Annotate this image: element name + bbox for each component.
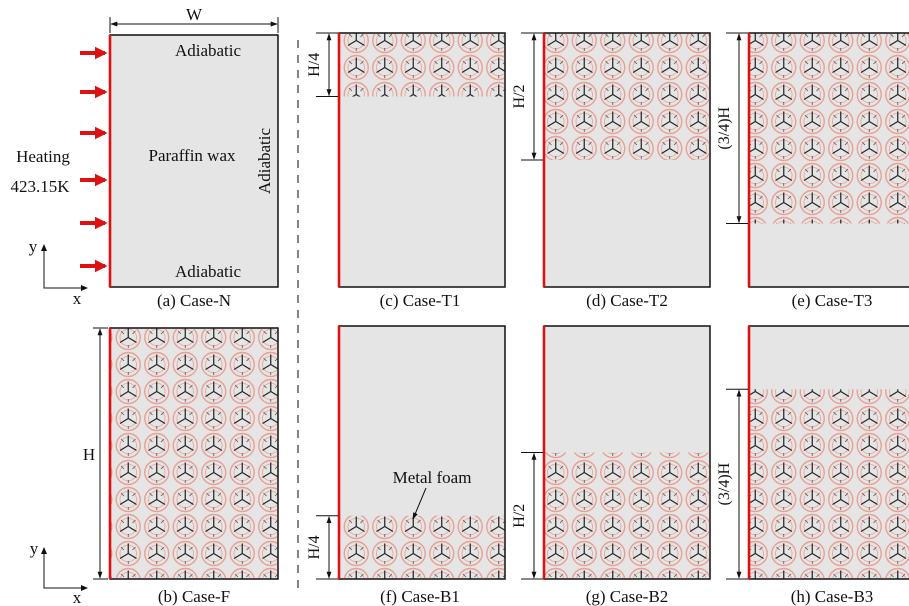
panel-case-t2: H/2 (d) Case-T2 (511, 32, 711, 310)
case-t2-caption: (d) Case-T2 (586, 291, 668, 310)
case-b2-metal-foam (544, 452, 710, 579)
case-n-right-boundary-label: Adiabatic (255, 128, 274, 195)
case-b1-metal-foam (339, 515, 505, 579)
metal-foam-leader (412, 487, 427, 520)
panel-case-b3: (3/4)H (h) Case-B3 (716, 325, 909, 606)
case-f-axes-lines (43, 553, 82, 589)
case-t2-metal-foam (544, 33, 710, 160)
case-n-x-axis-arrowhead (81, 285, 88, 291)
case-b1-dim-label: H/4 (306, 535, 323, 559)
case-t2-dim-label: H/2 (511, 85, 528, 109)
case-t3-caption: (e) Case-T3 (792, 291, 873, 310)
case-b3-caption: (h) Case-B3 (791, 587, 874, 606)
case-t3-dim-label: (3/4)H (716, 106, 733, 149)
case-b2-dim-label: H/2 (511, 504, 528, 528)
case-f-height-label: H (83, 445, 95, 464)
case-n-width-label: W (186, 5, 203, 24)
case-n-material-label: Paraffin wax (148, 146, 236, 165)
case-n-caption: (a) Case-N (157, 291, 231, 310)
case-f-x-axis-label: x (73, 588, 82, 606)
case-f-x-axis-arrowhead (81, 585, 88, 591)
case-b2-caption: (g) Case-B2 (586, 587, 669, 606)
case-n-axes-lines (43, 250, 82, 289)
case-n-y-axis-arrowhead (41, 244, 47, 251)
panel-case-b2: H/2 (g) Case-B2 (511, 325, 711, 606)
case-t1-dim-label: H/4 (306, 53, 323, 77)
case-f-y-axis-arrowhead (41, 547, 47, 554)
case-f-caption: (b) Case-F (158, 587, 230, 606)
case-b3-metal-foam (749, 389, 909, 579)
heating-label: Heating (16, 147, 70, 166)
case-b1-caption: (f) Case-B1 (380, 587, 460, 606)
case-f-y-axis-label: y (30, 539, 39, 558)
heating-arrows (80, 46, 108, 273)
panel-case-t1: H/4 (c) Case-T1 (306, 32, 506, 310)
case-n-x-axis-label: x (73, 289, 82, 308)
panel-case-t3: (3/4)H (e) Case-T3 (716, 32, 909, 310)
panel-case-n: W Adiabatic Paraffin wax Adiabatic Adiab… (10, 5, 279, 310)
case-n-bottom-boundary-label: Adiabatic (175, 262, 242, 281)
case-t3-metal-foam (749, 33, 909, 224)
panel-case-b1: H/4 Metal foam (f) Case-B1 (306, 325, 506, 606)
case-n-top-boundary-label: Adiabatic (175, 41, 242, 60)
panel-case-f: H y x (b) Case-F (30, 327, 279, 606)
case-f-metal-foam (110, 328, 278, 579)
case-t1-caption: (c) Case-T1 (380, 291, 461, 310)
case-n-axes: y x (29, 237, 88, 308)
case-n-y-axis-label: y (29, 237, 38, 256)
case-t1-metal-foam (339, 33, 505, 97)
metal-foam-label: Metal foam (393, 468, 472, 487)
case-n-domain (109, 34, 279, 288)
case-f-axes: y x (30, 539, 88, 606)
case-b3-dim-label: (3/4)H (716, 462, 733, 505)
heating-temperature-label: 423.15K (10, 177, 70, 196)
